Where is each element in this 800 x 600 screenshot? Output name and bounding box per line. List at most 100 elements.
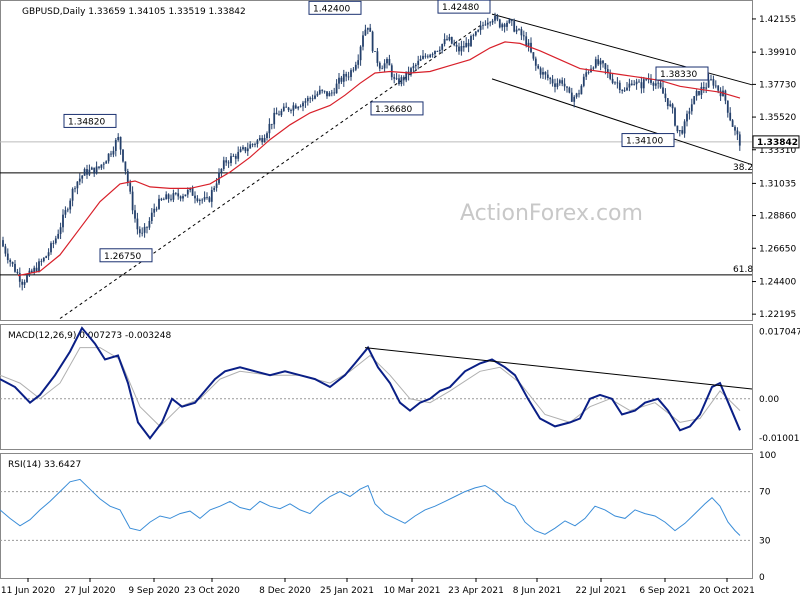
candle-body <box>227 162 230 164</box>
candle-body <box>35 267 38 272</box>
candle-body <box>698 90 700 95</box>
candle-body <box>618 82 621 90</box>
candle-body <box>719 90 722 97</box>
candle-body <box>234 155 237 159</box>
rsi-panel-frame <box>0 453 753 579</box>
x-tick-label: 25 Jan 2021 <box>320 586 374 596</box>
candle-body <box>681 130 684 134</box>
candle-body <box>244 147 247 152</box>
candle-body <box>326 91 328 97</box>
price-label: 1.34820 <box>63 113 117 128</box>
candle-body <box>640 82 643 89</box>
candle-body <box>484 24 487 26</box>
candle-body <box>678 130 681 132</box>
candle-body <box>602 60 604 64</box>
fib-level-label: 38.2 <box>733 163 753 173</box>
candle-body <box>376 51 379 63</box>
candle-body <box>242 147 244 150</box>
candle-body <box>669 104 672 106</box>
candle-body <box>383 63 386 69</box>
candle-body <box>621 89 624 91</box>
candle-body <box>4 246 7 254</box>
x-tick-label: 11 Jun 2020 <box>1 586 55 596</box>
price-label: 1.36680 <box>370 101 424 116</box>
candle-body <box>230 156 232 164</box>
price-label-text: 1.34100 <box>626 137 663 147</box>
candle-body <box>179 196 182 199</box>
candle-body <box>261 138 264 143</box>
candle-body <box>554 83 556 87</box>
price-label-text: 1.36680 <box>375 105 412 115</box>
candle-body <box>237 151 240 159</box>
candle-body <box>462 46 465 48</box>
candle-body <box>16 271 19 274</box>
candle-body <box>309 97 312 99</box>
candle-body <box>542 72 544 75</box>
candle-body <box>333 92 336 94</box>
candle-body <box>472 35 475 37</box>
candle-body <box>184 194 187 197</box>
candle-body <box>683 121 686 134</box>
candle-body <box>42 257 45 262</box>
candle-body <box>736 130 739 135</box>
candle-body <box>594 59 597 68</box>
candle-body <box>616 82 619 84</box>
candle-body <box>705 87 708 89</box>
candle-body <box>614 82 616 84</box>
candle-body <box>21 281 24 285</box>
main-title: GBPUSD,Daily 1.33659 1.34105 1.33519 1.3… <box>22 7 246 17</box>
candle-body <box>50 243 52 253</box>
candle-body <box>158 198 160 209</box>
candle-body <box>515 29 518 32</box>
trendline <box>59 25 481 319</box>
candle-body <box>700 86 703 95</box>
trendline <box>491 78 753 166</box>
candle-body <box>191 187 194 196</box>
candle-body <box>311 98 314 100</box>
candle-body <box>659 82 662 88</box>
main-y-tick-label: 1.37730 <box>759 80 796 90</box>
price-label-box <box>437 0 491 14</box>
candle-body <box>93 167 96 174</box>
candle-body <box>287 107 290 111</box>
candle-body <box>52 243 55 244</box>
candle-body <box>398 78 400 85</box>
candle-body <box>470 36 472 47</box>
rsi-y-tick-label: 100 <box>759 451 776 461</box>
candle-body <box>434 51 436 54</box>
candle-body <box>412 66 415 69</box>
candle-body <box>359 46 362 61</box>
candle-body <box>556 83 559 87</box>
candle-body <box>124 161 127 172</box>
candle-body <box>74 188 76 190</box>
candle-body <box>635 81 638 85</box>
candle-body <box>249 144 252 149</box>
candle-body <box>364 29 367 36</box>
candle-body <box>45 256 48 258</box>
candle-body <box>726 100 729 113</box>
x-tick-label: 23 Oct 2020 <box>184 586 240 596</box>
candle-body <box>450 36 453 44</box>
candle-body <box>69 200 72 210</box>
main-y-tick-label: 1.31035 <box>759 179 796 189</box>
candle-body <box>395 78 398 80</box>
candle-body <box>222 160 225 169</box>
candle-body <box>345 73 348 77</box>
candle-body <box>225 160 228 163</box>
candle-body <box>59 227 62 234</box>
candle-body <box>136 218 139 230</box>
candle-body <box>563 83 566 87</box>
price-label: 1.42400 <box>308 0 362 15</box>
candle-body <box>88 169 91 175</box>
candle-body <box>424 55 427 57</box>
candle-body <box>268 123 271 134</box>
price-label-text: 1.42400 <box>313 4 350 14</box>
candle-body <box>731 120 734 127</box>
fib-level-label: 61.8 <box>733 265 753 275</box>
candle-body <box>162 199 165 201</box>
candle-body <box>306 97 309 102</box>
candle-body <box>652 82 655 86</box>
candle-body <box>496 16 499 20</box>
candle-body <box>438 49 441 52</box>
